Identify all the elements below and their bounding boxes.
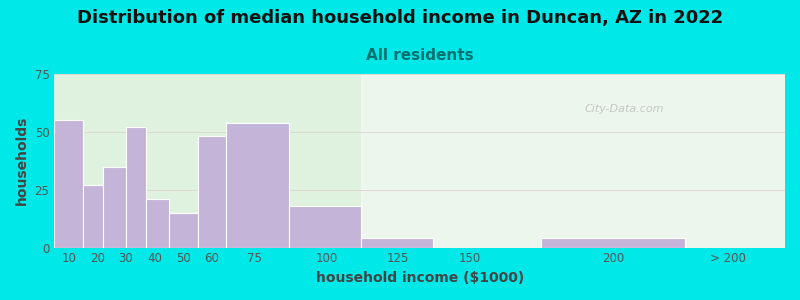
Y-axis label: households: households bbox=[15, 116, 29, 206]
Bar bbox=[146, 199, 169, 248]
X-axis label: household income ($1000): household income ($1000) bbox=[315, 271, 524, 285]
Bar bbox=[198, 136, 226, 248]
Text: City-Data.com: City-Data.com bbox=[585, 103, 664, 114]
Text: All residents: All residents bbox=[366, 48, 474, 63]
Bar bbox=[126, 127, 146, 248]
Text: Distribution of median household income in Duncan, AZ in 2022: Distribution of median household income … bbox=[77, 9, 723, 27]
Bar bbox=[361, 238, 433, 248]
Bar bbox=[361, 74, 785, 248]
Bar bbox=[290, 206, 361, 247]
Bar bbox=[83, 185, 103, 248]
Bar bbox=[169, 213, 198, 248]
Bar bbox=[103, 167, 126, 248]
Bar bbox=[54, 120, 83, 248]
Bar bbox=[226, 122, 290, 248]
Bar bbox=[542, 238, 685, 248]
